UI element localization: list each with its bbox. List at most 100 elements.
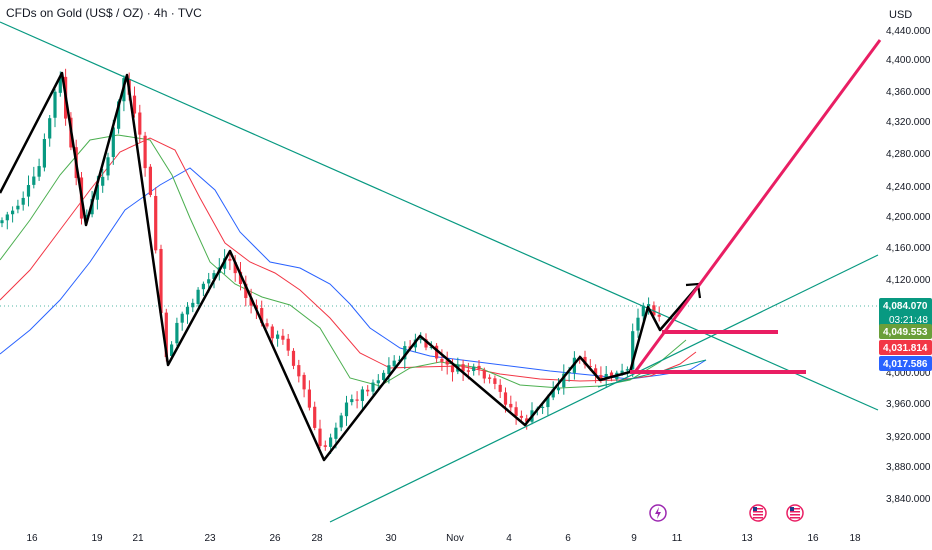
event-icons[interactable]	[649, 504, 804, 522]
candle	[509, 395, 513, 412]
candle-body	[291, 350, 296, 366]
x-tick-label: 6	[565, 533, 571, 544]
candle-body	[387, 365, 391, 375]
candle-body	[132, 95, 137, 114]
candle	[291, 348, 296, 370]
flag-stripe	[790, 514, 800, 516]
candle	[376, 374, 380, 390]
candle	[101, 168, 105, 193]
price-badge: 4,084.070 03:21:48	[879, 298, 932, 330]
candle-body	[143, 135, 147, 169]
candle-body	[631, 331, 635, 370]
candle	[488, 374, 492, 384]
candle-body	[567, 371, 571, 374]
candle-body	[382, 372, 386, 380]
chart-title: CFDs on Gold (US$ / OZ) · 4h · TVC	[6, 6, 202, 20]
candle-body	[265, 323, 269, 327]
candle-body	[111, 127, 115, 157]
x-axis: 16 19 21 23 26 28 30 Nov 4 6 9 11 13 16 18	[26, 533, 861, 544]
price-badge-value: 4,084.070	[883, 301, 928, 312]
candle-body	[488, 377, 492, 379]
flag-canton	[790, 507, 794, 511]
projection-line	[633, 39, 882, 373]
candle	[170, 341, 174, 358]
candle-body	[244, 283, 248, 299]
candle-body	[196, 289, 200, 305]
candle-body	[440, 358, 444, 362]
candle	[556, 378, 561, 395]
candle	[339, 412, 343, 432]
candle	[477, 359, 481, 376]
flag-canton	[753, 507, 757, 511]
candle	[323, 440, 327, 451]
lightning-glyph	[655, 507, 661, 519]
candle	[0, 217, 4, 228]
price-scale[interactable]	[878, 0, 932, 550]
us-flag-event-icon[interactable]	[786, 504, 804, 522]
candle-body	[657, 314, 661, 317]
candle	[244, 275, 248, 307]
us-flag-event-icon[interactable]	[749, 504, 767, 522]
candle-body	[482, 370, 486, 379]
candle	[297, 359, 301, 383]
candle	[313, 401, 317, 431]
candle-body	[355, 399, 359, 401]
candle-body	[424, 339, 428, 348]
price-badge: 4,049.553	[879, 324, 932, 339]
x-tick-label: 18	[849, 533, 861, 544]
candle	[440, 349, 444, 371]
candle	[48, 114, 52, 147]
candle	[302, 372, 306, 398]
x-tick-label: 4	[506, 533, 512, 544]
price-badge-value: 4,017.586	[883, 359, 928, 370]
candle-body	[397, 359, 402, 361]
y-tick-label: 4,240.000	[886, 182, 931, 193]
candle-body	[450, 365, 455, 373]
candle-body	[461, 364, 465, 372]
candle	[604, 366, 608, 388]
candle	[276, 330, 280, 347]
price-badge-bg	[879, 324, 932, 339]
y-tick-label: 4,120.000	[886, 275, 931, 286]
candle-body	[594, 368, 598, 376]
candle-body	[42, 139, 46, 168]
candle-body	[339, 415, 343, 428]
zigzag-pattern	[0, 71, 702, 462]
candle-body	[233, 262, 237, 274]
candlesticks[interactable]	[0, 68, 661, 454]
candle	[5, 211, 9, 230]
descending-trendline	[0, 21, 879, 411]
y-tick-label: 4,200.000	[886, 212, 931, 223]
candle-body	[503, 392, 508, 405]
candle	[154, 187, 158, 254]
currency-label: USD	[889, 9, 912, 21]
candle-body	[620, 370, 624, 373]
candle	[493, 375, 497, 390]
candle	[435, 343, 439, 363]
candle-body	[445, 360, 449, 365]
candle-body	[260, 308, 264, 324]
candle-body	[16, 205, 20, 210]
candle-body	[546, 396, 550, 408]
candle	[21, 191, 25, 211]
candle-body	[588, 366, 592, 368]
candle-body	[58, 77, 62, 93]
candle-body	[392, 360, 396, 367]
candle-body	[514, 407, 518, 416]
candle	[26, 175, 31, 207]
candle-body	[371, 382, 375, 392]
candle	[344, 395, 349, 426]
candle-body	[101, 176, 105, 186]
candle	[143, 131, 147, 177]
candle	[281, 328, 285, 345]
lightning-event-icon[interactable]	[649, 504, 667, 522]
candle-body	[556, 387, 561, 391]
price-badge-value: 4,031.814	[883, 343, 928, 354]
candle-body	[207, 279, 211, 284]
candle-body	[238, 271, 243, 284]
candle-body	[329, 437, 333, 447]
candle-body	[117, 101, 121, 129]
y-tick-label: 3,880.000	[886, 462, 931, 473]
candle-body	[636, 317, 640, 331]
